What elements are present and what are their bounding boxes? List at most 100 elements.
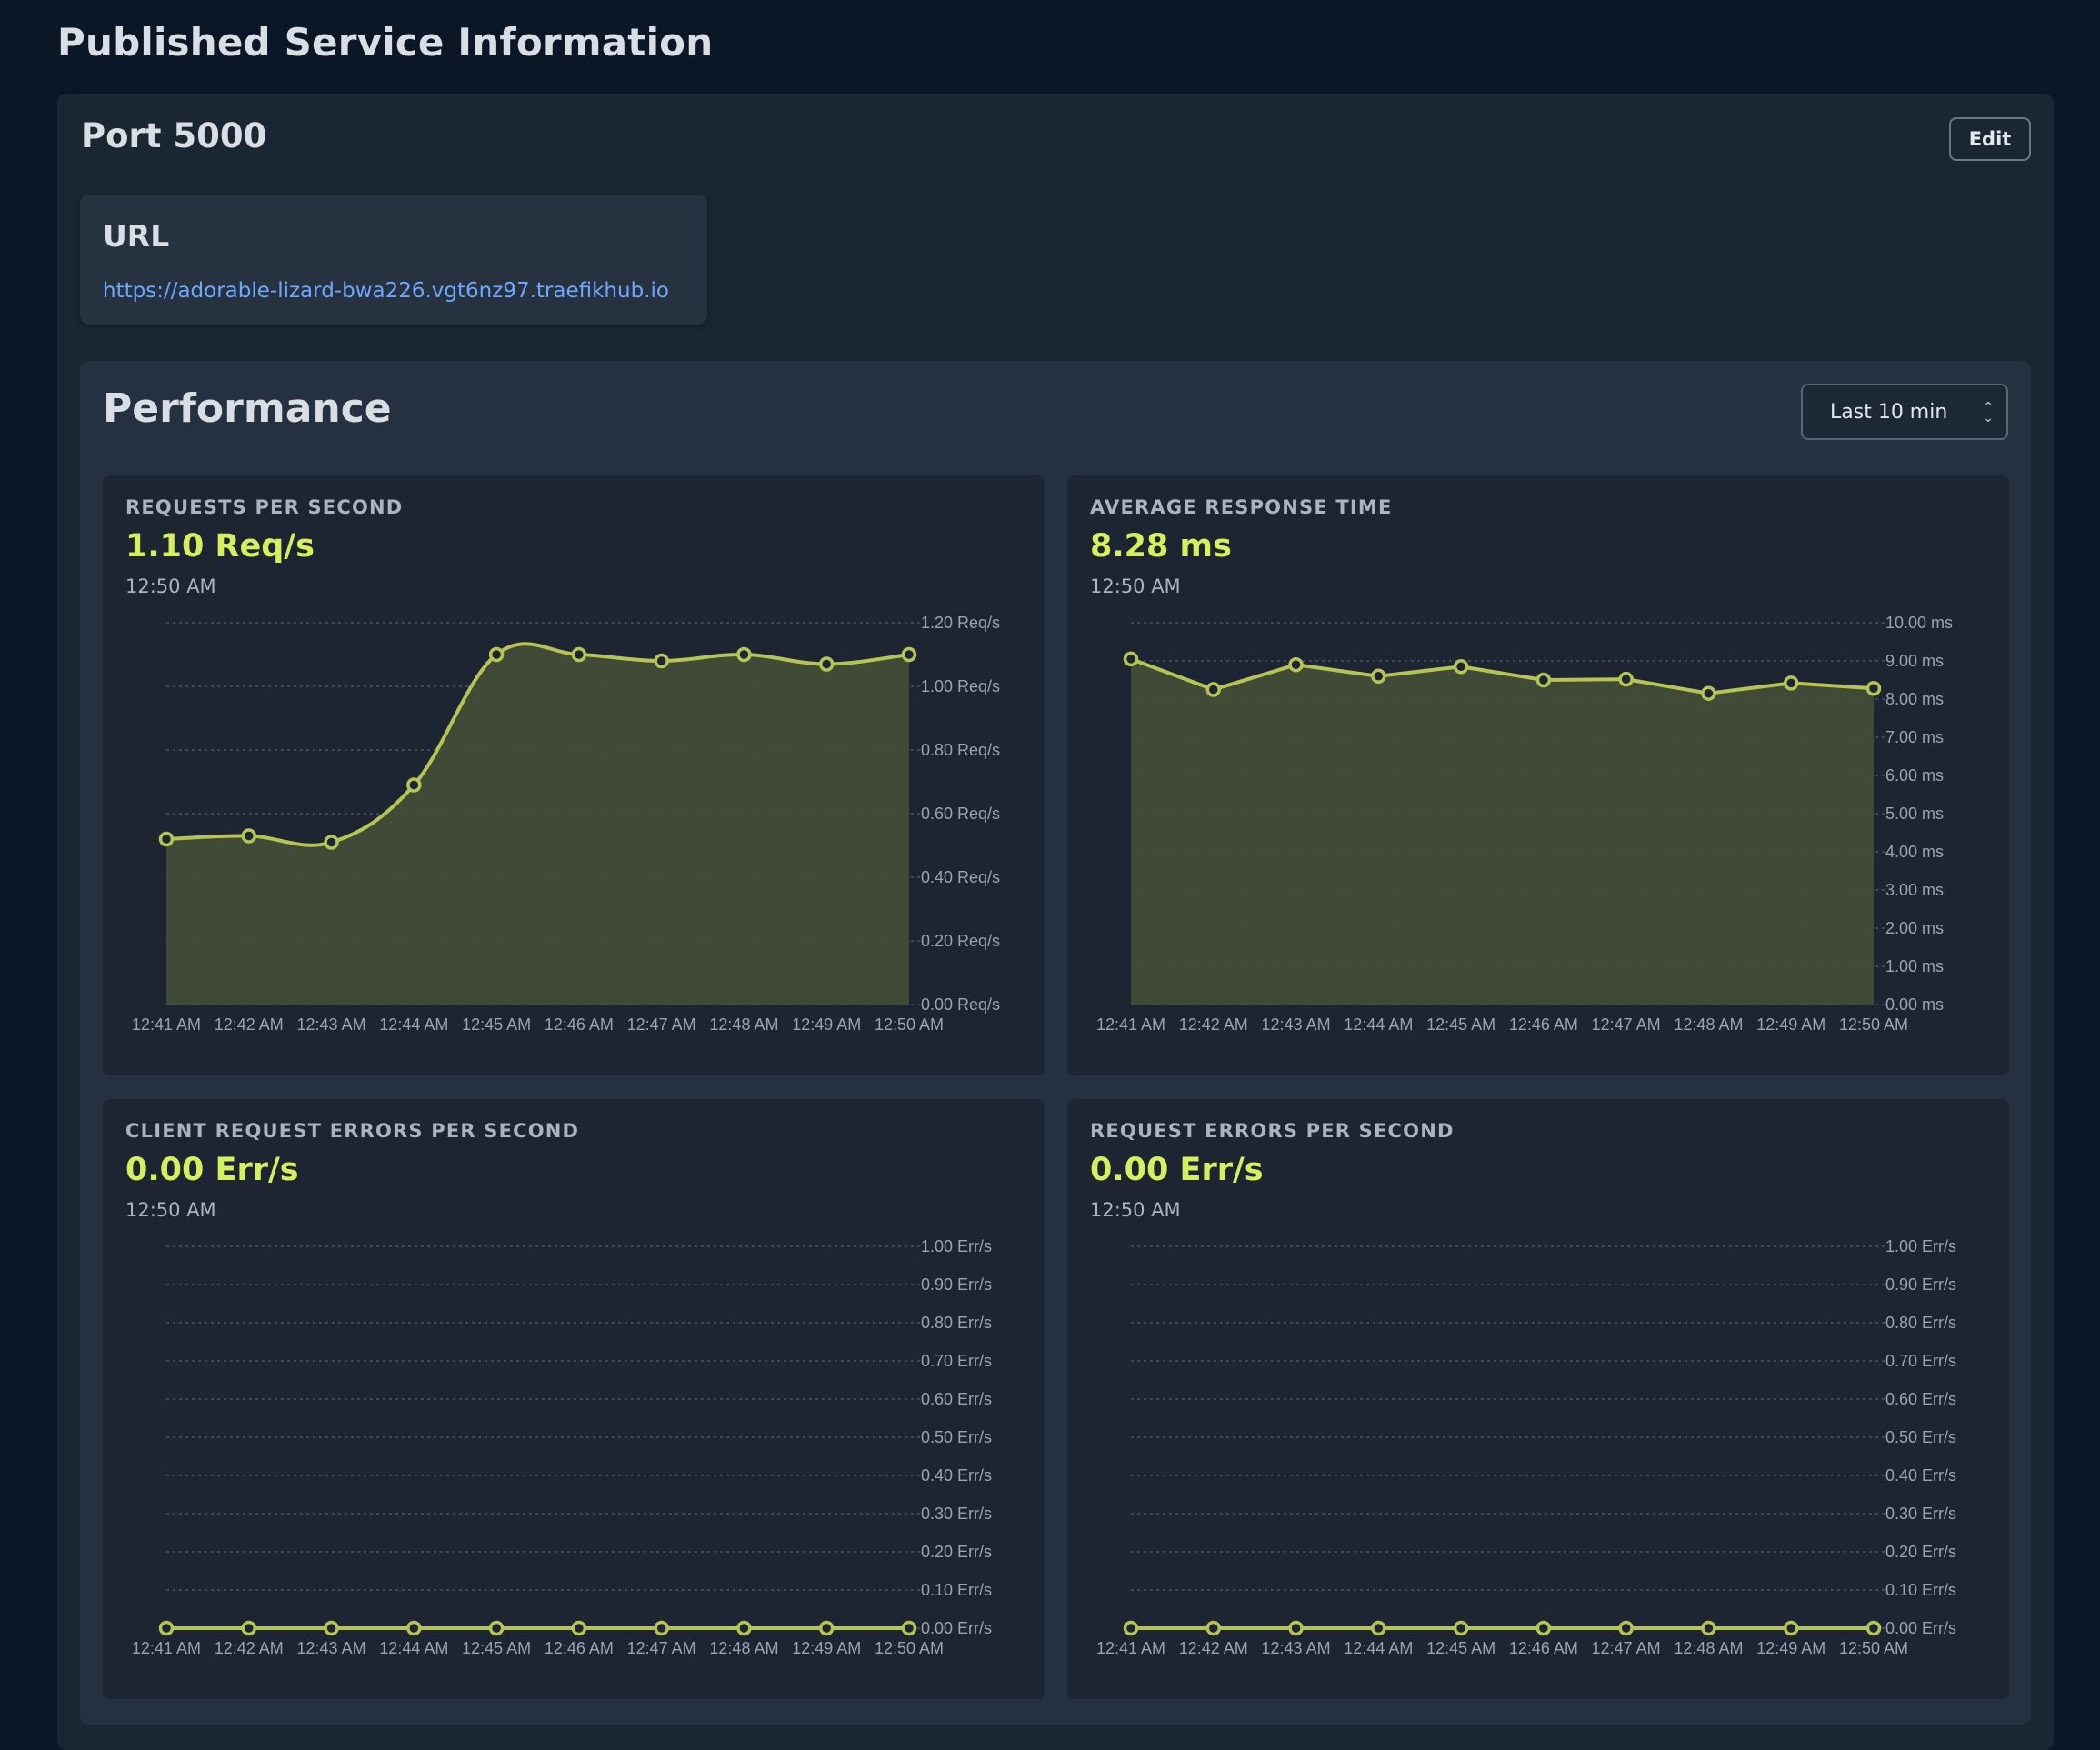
data-point (1123, 651, 1139, 667)
metric-value: 0.00 Err/s (125, 1152, 299, 1188)
data-point (654, 653, 669, 669)
data-point (1618, 1620, 1634, 1636)
x-tick-label: 12:44 AM (379, 1015, 448, 1034)
x-tick-label: 12:43 AM (1262, 1639, 1331, 1657)
area-fill (1131, 658, 1874, 1005)
x-tick-label: 12:44 AM (1344, 1639, 1413, 1657)
x-tick-label: 12:46 AM (1509, 1639, 1578, 1657)
y-tick-label: 0.60 Req/s (921, 805, 1000, 823)
data-point (654, 1620, 669, 1636)
x-tick-label: 12:45 AM (462, 1639, 531, 1657)
y-tick-label: 0.90 Err/s (921, 1275, 992, 1294)
data-point (324, 835, 339, 850)
y-tick-label: 0.60 Err/s (921, 1390, 992, 1408)
request-errors-panel: REQUEST ERRORS PER SECOND 0.00 Err/s 12:… (1067, 1099, 2009, 1699)
data-point (571, 646, 587, 663)
metric-label: REQUESTS PER SECOND (125, 496, 404, 518)
y-tick-label: 0.90 Err/s (1885, 1275, 1956, 1294)
data-point (406, 777, 422, 793)
y-tick-label: 1.00 ms (1885, 957, 1944, 975)
x-tick-label: 12:41 AM (1096, 1015, 1165, 1034)
url-card: URL https://adorable-lizard-bwa226.vgt6n… (80, 195, 707, 325)
y-tick-label: 9.00 ms (1885, 652, 1944, 670)
y-tick-label: 0.40 Err/s (921, 1466, 992, 1485)
x-tick-label: 12:47 AM (1592, 1639, 1661, 1657)
y-tick-label: 3.00 ms (1885, 881, 1944, 899)
x-tick-label: 12:43 AM (1262, 1015, 1331, 1034)
data-point (1865, 680, 1882, 696)
y-tick-label: 0.80 Req/s (921, 741, 1000, 759)
x-tick-label: 12:50 AM (875, 1639, 944, 1657)
y-tick-label: 0.20 Req/s (921, 932, 1000, 950)
metric-value: 8.28 ms (1090, 528, 1232, 565)
data-point (818, 656, 835, 672)
x-tick-label: 12:47 AM (627, 1639, 696, 1657)
data-point (736, 1620, 752, 1636)
service-url-link[interactable]: https://adorable-lizard-bwa226.vgt6nz97.… (103, 279, 669, 303)
data-point (901, 1620, 917, 1636)
page-title: Published Service Information (57, 20, 714, 65)
metric-time: 12:50 AM (1090, 575, 1181, 597)
x-tick-label: 12:50 AM (875, 1015, 944, 1034)
service-card: Port 5000 Edit URL https://adorable-liza… (57, 94, 2054, 1750)
metric-label: CLIENT REQUEST ERRORS PER SECOND (125, 1120, 580, 1142)
x-tick-label: 12:42 AM (1179, 1639, 1248, 1657)
y-tick-label: 0.30 Err/s (921, 1505, 992, 1523)
data-point (1783, 1620, 1799, 1636)
x-tick-label: 12:41 AM (132, 1015, 201, 1034)
x-tick-label: 12:43 AM (297, 1015, 366, 1034)
y-tick-label: 5.00 ms (1885, 805, 1944, 823)
metric-label: REQUEST ERRORS PER SECOND (1090, 1120, 1455, 1142)
x-tick-label: 12:42 AM (1179, 1015, 1248, 1034)
metric-label: AVERAGE RESPONSE TIME (1090, 496, 1393, 518)
x-tick-label: 12:48 AM (709, 1639, 778, 1657)
data-point (1535, 1620, 1552, 1636)
y-tick-label: 10.00 ms (1885, 614, 1953, 632)
x-tick-label: 12:43 AM (297, 1639, 366, 1657)
data-point (1701, 1620, 1716, 1636)
y-tick-label: 4.00 ms (1885, 843, 1944, 861)
y-tick-label: 0.00 Req/s (921, 995, 1000, 1014)
y-tick-label: 0.20 Err/s (921, 1543, 992, 1561)
x-tick-label: 12:50 AM (1839, 1015, 1908, 1034)
series-line (165, 642, 910, 847)
data-point (571, 1620, 587, 1636)
y-tick-label: 0.30 Err/s (1885, 1505, 1956, 1523)
x-tick-label: 12:49 AM (1756, 1015, 1825, 1034)
y-tick-label: 0.50 Err/s (921, 1428, 992, 1446)
y-tick-label: 2.00 ms (1885, 919, 1944, 937)
data-point (1865, 1620, 1882, 1636)
x-tick-label: 12:49 AM (792, 1015, 861, 1034)
metric-time: 12:50 AM (1090, 1199, 1181, 1221)
x-tick-label: 12:41 AM (1096, 1639, 1165, 1657)
y-tick-label: 1.00 Req/s (921, 677, 1000, 695)
client-request-errors-chart: 1.00 Err/s 0.90 Err/s 0.80 Err/s 0.70 Err/s… (132, 1237, 992, 1657)
port-title: Port 5000 (81, 116, 267, 155)
time-range-select[interactable]: Last 10 min ⌃ ⌄ (1801, 384, 2008, 440)
x-tick-label: 12:46 AM (545, 1015, 614, 1034)
request-errors-chart: 1.00 Err/s 0.90 Err/s 0.80 Err/s 0.70 Err/s… (1096, 1237, 1956, 1657)
x-tick-label: 12:47 AM (627, 1015, 696, 1034)
x-tick-label: 12:44 AM (379, 1639, 448, 1657)
y-tick-label: 0.20 Err/s (1885, 1543, 1956, 1561)
y-tick-label: 0.50 Err/s (1885, 1428, 1956, 1446)
requests-per-second-chart: 1.20 Req/s 1.00 Req/s 0.80 Req/s 0.60 Req/s… (132, 614, 1000, 1034)
y-tick-label: 0.40 Req/s (921, 868, 1000, 886)
metric-time: 12:50 AM (125, 575, 216, 597)
data-point (158, 831, 175, 847)
area-fill (166, 644, 909, 1005)
data-point (1123, 1620, 1139, 1636)
y-tick-label: 0.60 Err/s (1885, 1390, 1956, 1408)
data-point (241, 828, 257, 844)
edit-button[interactable]: Edit (1949, 117, 2031, 161)
data-point (901, 646, 917, 663)
data-point (158, 1620, 175, 1636)
data-point (818, 1620, 835, 1636)
y-tick-label: 0.00 ms (1885, 995, 1944, 1014)
data-point (1205, 682, 1222, 697)
y-tick-label: 0.40 Err/s (1885, 1466, 1956, 1485)
x-tick-label: 12:47 AM (1592, 1015, 1661, 1034)
y-tick-label: 0.80 Err/s (1885, 1314, 1956, 1332)
y-tick-label: 1.00 Err/s (921, 1237, 992, 1255)
y-tick-label: 8.00 ms (1885, 690, 1944, 708)
